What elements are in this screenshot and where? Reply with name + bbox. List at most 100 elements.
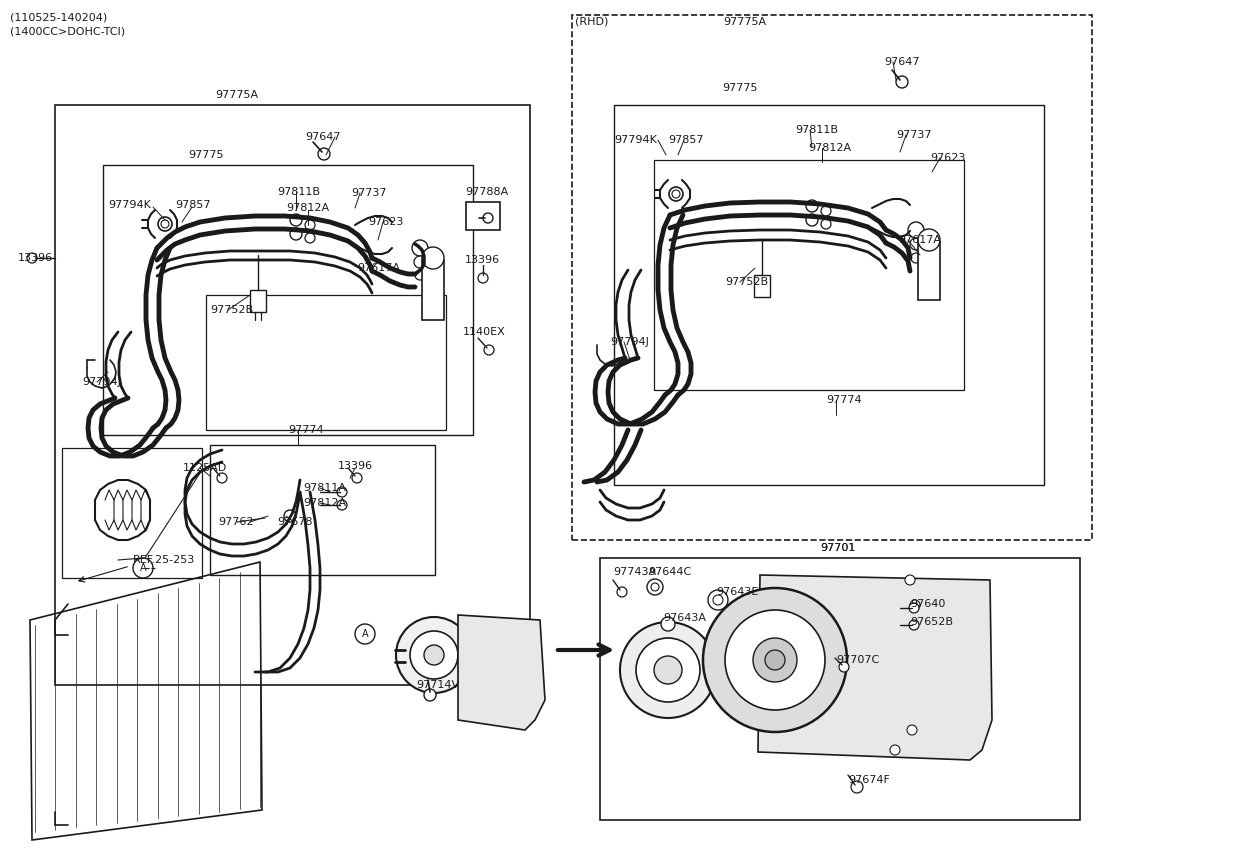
Circle shape [905,575,915,585]
Bar [572,15,1092,540]
Text: 97775: 97775 [188,150,223,160]
Bar [62,448,202,578]
Text: 97623: 97623 [930,153,966,163]
Text: 97647: 97647 [884,57,920,67]
Circle shape [396,617,472,693]
Text: 97794J: 97794J [610,337,649,347]
Circle shape [703,588,847,732]
Bar [600,558,1080,820]
Text: 97737: 97737 [351,188,387,198]
Bar [55,105,529,685]
Circle shape [484,213,494,223]
Circle shape [918,229,940,251]
Circle shape [424,645,444,665]
Text: (RHD): (RHD) [575,17,609,27]
Text: 97617A: 97617A [357,263,401,273]
Text: 97794K: 97794K [614,135,657,145]
Text: 1125AD: 1125AD [184,463,227,473]
Circle shape [424,689,436,701]
Circle shape [906,725,918,735]
Text: 97794K: 97794K [108,200,151,210]
Circle shape [290,228,303,240]
Text: (1400CC>DOHC-TCI): (1400CC>DOHC-TCI) [10,27,125,37]
Bar [103,165,472,435]
Text: 97774: 97774 [288,425,324,435]
Text: 97640: 97640 [910,599,945,609]
Text: 97812A: 97812A [808,143,851,153]
Bar [422,260,444,320]
Text: 97857: 97857 [175,200,211,210]
Text: 97643E: 97643E [715,587,759,597]
Circle shape [909,620,919,630]
Circle shape [821,206,831,216]
Text: 97674F: 97674F [848,775,890,785]
Text: 97788A: 97788A [465,187,508,197]
Circle shape [157,217,172,231]
Circle shape [910,238,923,250]
Circle shape [284,510,296,522]
Circle shape [806,200,818,212]
Circle shape [897,76,908,88]
Circle shape [725,610,825,710]
Text: 97701: 97701 [820,543,856,553]
Circle shape [821,219,831,229]
Circle shape [337,487,347,497]
Circle shape [305,233,315,243]
Circle shape [422,247,444,269]
Bar [466,202,500,230]
Text: 97794J: 97794J [82,377,120,387]
Circle shape [909,603,919,613]
Circle shape [352,473,362,483]
Circle shape [477,273,489,283]
Text: 97643A: 97643A [663,613,706,623]
Circle shape [620,622,715,718]
Circle shape [806,214,818,226]
Text: 97811A: 97811A [303,483,346,493]
Text: 97812A: 97812A [303,498,346,508]
Circle shape [410,631,458,679]
Circle shape [636,638,701,702]
Text: 97762: 97762 [218,517,253,527]
Text: 97752B: 97752B [725,277,768,287]
Text: REF.25-253: REF.25-253 [133,555,195,565]
Circle shape [765,650,785,670]
Bar [614,105,1044,485]
Text: 13396: 13396 [465,255,500,265]
Circle shape [911,253,921,263]
Circle shape [653,656,682,684]
Text: 13396: 13396 [19,253,53,263]
Circle shape [708,590,728,610]
Text: 97775A: 97775A [215,90,258,100]
Bar [653,160,963,390]
Circle shape [337,500,347,510]
Circle shape [305,220,315,230]
Text: 97678: 97678 [277,517,312,527]
Circle shape [890,745,900,755]
Text: 97617A: 97617A [898,235,941,245]
Circle shape [647,579,663,595]
Circle shape [753,638,797,682]
Circle shape [618,587,627,597]
Text: 97647: 97647 [305,132,341,142]
Text: 97811B: 97811B [277,187,320,197]
Text: (110525-140204): (110525-140204) [10,13,107,23]
Bar [918,242,940,300]
Text: 13396: 13396 [339,461,373,471]
Circle shape [217,473,227,483]
Text: 97857: 97857 [668,135,703,145]
Circle shape [908,222,924,238]
Text: 97652B: 97652B [910,617,954,627]
Text: 1140EX: 1140EX [463,327,506,337]
Text: 97775A: 97775A [723,17,766,27]
Text: 97623: 97623 [368,217,403,227]
Circle shape [414,256,427,268]
Polygon shape [758,575,992,760]
Text: A: A [140,563,146,573]
Text: 97707C: 97707C [836,655,879,665]
Text: 97714V: 97714V [415,680,459,690]
Bar [250,290,267,312]
Text: A: A [362,629,368,639]
Circle shape [415,270,425,280]
Text: 97743A: 97743A [613,567,656,577]
Circle shape [317,148,330,160]
